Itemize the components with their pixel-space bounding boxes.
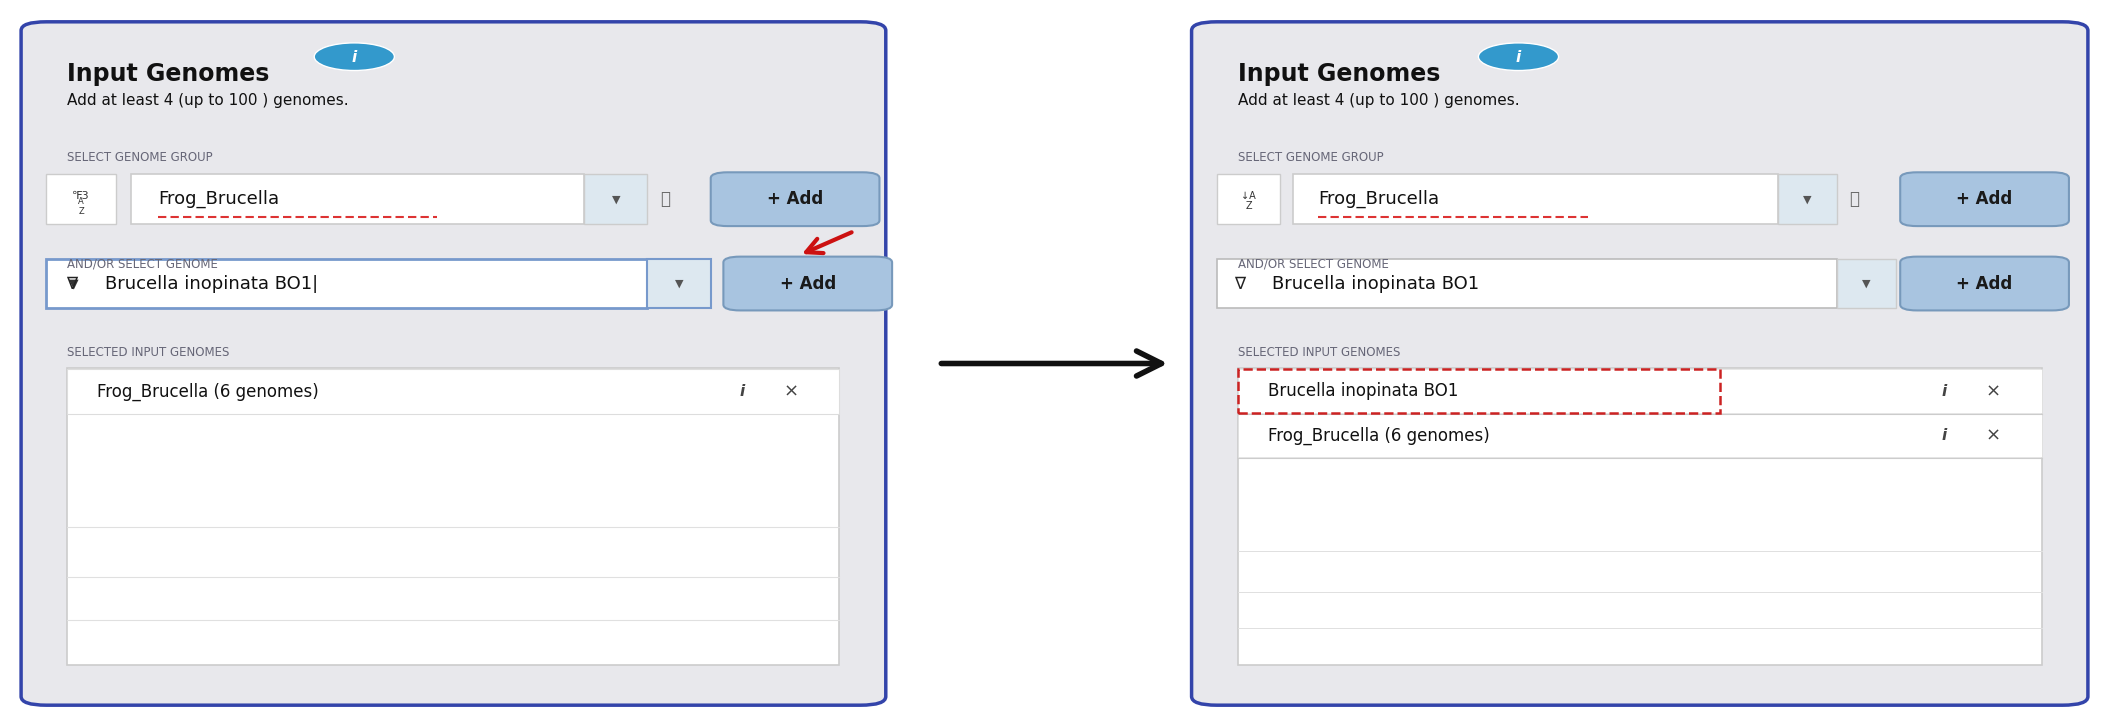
Circle shape <box>1478 43 1559 71</box>
FancyBboxPatch shape <box>1293 174 1778 224</box>
Text: ▼: ▼ <box>675 278 683 289</box>
Text: ↓A: ↓A <box>1242 190 1255 201</box>
FancyBboxPatch shape <box>711 172 879 226</box>
FancyBboxPatch shape <box>1837 259 1896 308</box>
FancyBboxPatch shape <box>67 368 839 665</box>
Text: ×: × <box>782 383 799 401</box>
Text: Add at least 4 (up to 100 ) genomes.: Add at least 4 (up to 100 ) genomes. <box>1238 93 1521 108</box>
Text: SELECT GENOME GROUP: SELECT GENOME GROUP <box>1238 151 1384 164</box>
Text: ×: × <box>1985 382 2001 400</box>
FancyBboxPatch shape <box>1900 172 2069 226</box>
Text: Frog_Brucella: Frog_Brucella <box>158 190 278 209</box>
FancyBboxPatch shape <box>131 174 584 224</box>
FancyBboxPatch shape <box>584 174 647 224</box>
Text: ▼: ▼ <box>1862 278 1871 289</box>
Text: Frog_Brucella (6 genomes): Frog_Brucella (6 genomes) <box>97 382 318 401</box>
FancyBboxPatch shape <box>21 22 886 705</box>
Text: ∇: ∇ <box>1234 275 1246 292</box>
Text: Brucella inopinata BO1|: Brucella inopinata BO1| <box>105 275 318 292</box>
Text: i: i <box>1516 50 1521 65</box>
Text: Input Genomes: Input Genomes <box>67 62 270 86</box>
FancyBboxPatch shape <box>1217 174 1280 224</box>
Text: i: i <box>740 385 744 399</box>
Text: Brucella inopinata BO1: Brucella inopinata BO1 <box>1272 275 1478 292</box>
Text: AND/OR SELECT GENOME: AND/OR SELECT GENOME <box>67 257 219 270</box>
Text: i: i <box>352 50 356 65</box>
Text: ∇: ∇ <box>65 275 78 292</box>
FancyBboxPatch shape <box>1238 414 2042 457</box>
FancyBboxPatch shape <box>1238 368 2042 665</box>
Text: + Add: + Add <box>1957 190 2012 208</box>
FancyBboxPatch shape <box>1778 174 1837 224</box>
Text: SELECTED INPUT GENOMES: SELECTED INPUT GENOMES <box>67 346 230 359</box>
Text: ▼: ▼ <box>612 194 620 204</box>
Text: Input Genomes: Input Genomes <box>1238 62 1440 86</box>
FancyBboxPatch shape <box>1192 22 2088 705</box>
Text: SELECT GENOME GROUP: SELECT GENOME GROUP <box>67 151 213 164</box>
Text: Add at least 4 (up to 100 ) genomes.: Add at least 4 (up to 100 ) genomes. <box>67 93 350 108</box>
FancyBboxPatch shape <box>1217 259 1837 308</box>
Text: Brucella inopinata BO1: Brucella inopinata BO1 <box>1268 382 1457 400</box>
Text: ℉3: ℉3 <box>72 190 91 201</box>
Text: + Add: + Add <box>768 190 823 208</box>
Text: A
Z: A Z <box>78 197 84 216</box>
Text: Frog_Brucella: Frog_Brucella <box>1318 190 1438 209</box>
FancyBboxPatch shape <box>67 369 839 414</box>
FancyBboxPatch shape <box>1238 369 2042 413</box>
Text: AND/OR SELECT GENOME: AND/OR SELECT GENOME <box>1238 257 1390 270</box>
Text: SELECTED INPUT GENOMES: SELECTED INPUT GENOMES <box>1238 346 1400 359</box>
Circle shape <box>314 43 394 71</box>
FancyBboxPatch shape <box>1900 257 2069 310</box>
FancyBboxPatch shape <box>46 174 116 224</box>
Text: + Add: + Add <box>780 275 835 292</box>
FancyBboxPatch shape <box>46 259 647 308</box>
FancyBboxPatch shape <box>647 259 711 308</box>
Text: ×: × <box>1985 427 2001 444</box>
Text: ▼: ▼ <box>1803 194 1812 204</box>
Text: i: i <box>1942 428 1947 443</box>
Text: 🗀: 🗀 <box>660 190 671 208</box>
Text: ▼: ▼ <box>70 277 78 290</box>
FancyBboxPatch shape <box>723 257 892 310</box>
Text: Z: Z <box>1244 201 1253 212</box>
Text: i: i <box>1942 384 1947 398</box>
Text: + Add: + Add <box>1957 275 2012 292</box>
Text: Frog_Brucella (6 genomes): Frog_Brucella (6 genomes) <box>1268 426 1489 445</box>
Text: 🗀: 🗀 <box>1850 190 1860 208</box>
